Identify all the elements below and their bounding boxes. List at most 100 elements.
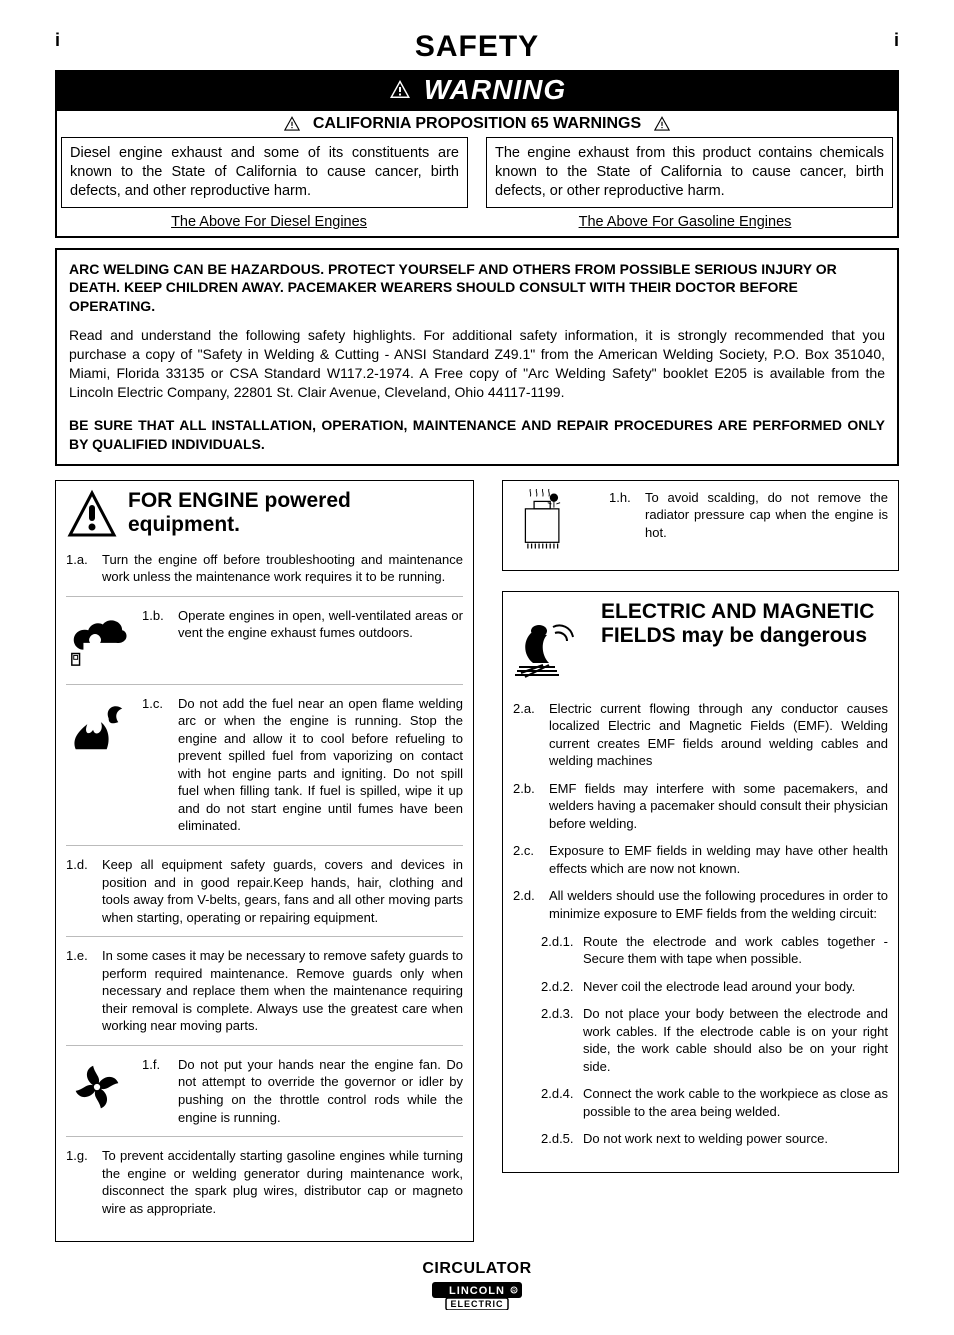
footer-product: CIRCULATOR — [55, 1260, 899, 1278]
item-text: EMF fields may interfere with some pacem… — [549, 780, 888, 833]
flame-icon — [66, 695, 128, 757]
item-text: Do not add the fuel near an open flame w… — [178, 695, 463, 835]
brand-bottom: ELECTRIC — [451, 1299, 504, 1309]
page: i SAFETY i WARNING CALIFORNIA PROPOSITIO… — [0, 0, 954, 1335]
item-number: 2.c. — [513, 842, 549, 877]
page-marker-right: i — [894, 30, 899, 51]
warning-triangle-icon — [388, 78, 412, 102]
engine-item-1g: 1.g. To prevent accidentally starting ga… — [66, 1147, 463, 1217]
item-number: 1.d. — [66, 856, 102, 926]
item-number: 2.d.3. — [541, 1005, 583, 1075]
item-number: 1.b. — [142, 607, 178, 674]
cal-prop-title-row: CALIFORNIA PROPOSITION 65 WARNINGS — [57, 110, 897, 137]
engine-item-1c: 1.c. Do not add the fuel near an open fl… — [66, 695, 463, 835]
item-text: Operate engines in open, well-ventilated… — [178, 607, 463, 674]
item-number: 1.g. — [66, 1147, 102, 1217]
engine-section-1h: 1.h. To avoid scalding, do not remove th… — [502, 480, 899, 571]
engine-item-1f: 1.f. Do not put your hands near the engi… — [66, 1056, 463, 1126]
engine-item-1a: 1.a. Turn the engine off before troubles… — [66, 551, 463, 586]
prop65-boxes: Diesel engine exhaust and some of its co… — [57, 137, 897, 212]
item-text: Do not work next to welding power source… — [583, 1130, 888, 1148]
emf-item-2b: 2.b. EMF fields may interfere with some … — [513, 780, 888, 833]
warning-bar: WARNING — [57, 72, 897, 110]
item-text: Exposure to EMF fields in welding may ha… — [549, 842, 888, 877]
item-number: 2.d. — [513, 887, 549, 922]
item-text: To prevent accidentally starting gasolin… — [102, 1147, 463, 1217]
item-text: Do not put your hands near the engine fa… — [178, 1056, 463, 1126]
item-number: 1.h. — [609, 489, 645, 556]
svg-text:R: R — [512, 1289, 516, 1295]
emf-section: ELECTRIC AND MAGNETIC FIELDS may be dang… — [502, 591, 899, 1173]
item-text: In some cases it may be necessary to rem… — [102, 947, 463, 1035]
divider — [66, 845, 463, 846]
diesel-label: The Above For Diesel Engines — [61, 214, 477, 230]
item-number: 2.d.2. — [541, 978, 583, 996]
exhaust-fumes-icon — [66, 607, 128, 669]
divider — [66, 1136, 463, 1137]
caution-triangle-icon — [66, 489, 118, 541]
divider — [66, 936, 463, 937]
divider — [66, 1045, 463, 1046]
item-number: 1.c. — [142, 695, 178, 835]
emf-item-2d: 2.d. All welders should use the followin… — [513, 887, 888, 922]
item-text: Connect the work cable to the workpiece … — [583, 1085, 888, 1120]
emf-item-2d1: 2.d.1. Route the electrode and work cabl… — [513, 933, 888, 968]
cal-prop-title: CALIFORNIA PROPOSITION 65 WARNINGS — [313, 115, 641, 133]
page-header: i SAFETY i — [55, 30, 899, 64]
emf-item-2d2: 2.d.2. Never coil the electrode lead aro… — [513, 978, 888, 996]
emf-item-2c: 2.c. Exposure to EMF fields in welding m… — [513, 842, 888, 877]
emf-item-2a: 2.a. Electric current flowing through an… — [513, 700, 888, 770]
engine-item-1d: 1.d. Keep all equipment safety guards, c… — [66, 856, 463, 926]
gasoline-label: The Above For Gasoline Engines — [477, 214, 893, 230]
radiator-hot-icon — [513, 489, 575, 551]
item-text: To avoid scalding, do not remove the rad… — [645, 489, 888, 556]
warning-label: WARNING — [424, 74, 566, 106]
item-text: Route the electrode and work cables toge… — [583, 933, 888, 968]
content-columns: FOR ENGINE powered equipment. 1.a. Turn … — [55, 480, 899, 1243]
page-footer: CIRCULATOR LINCOLN R ELECTRIC — [55, 1260, 899, 1315]
engine-item-1h: 1.h. To avoid scalding, do not remove th… — [513, 489, 888, 556]
page-title: SAFETY — [415, 30, 539, 63]
item-text: Turn the engine off before troubleshooti… — [102, 551, 463, 586]
emf-item-2d3: 2.d.3. Do not place your body between th… — [513, 1005, 888, 1075]
item-text: Never coil the electrode lead around you… — [583, 978, 888, 996]
lincoln-electric-logo: LINCOLN R ELECTRIC — [55, 1282, 899, 1315]
item-number: 1.e. — [66, 947, 102, 1035]
item-text: Electric current flowing through any con… — [549, 700, 888, 770]
item-text: Keep all equipment safety guards, covers… — [102, 856, 463, 926]
item-number: 2.d.5. — [541, 1130, 583, 1148]
engine-section: FOR ENGINE powered equipment. 1.a. Turn … — [55, 480, 474, 1243]
divider — [66, 596, 463, 597]
prop65-labels: The Above For Diesel Engines The Above F… — [57, 212, 897, 236]
emf-item-2d5: 2.d.5. Do not work next to welding power… — [513, 1130, 888, 1148]
emf-section-title: ELECTRIC AND MAGNETIC FIELDS may be dang… — [601, 600, 888, 648]
warning-triangle-icon — [283, 115, 301, 133]
item-number: 2.a. — [513, 700, 549, 770]
page-marker-left: i — [55, 30, 60, 51]
engine-section-header: FOR ENGINE powered equipment. — [66, 489, 463, 541]
emf-section-header: ELECTRIC AND MAGNETIC FIELDS may be dang… — [513, 600, 888, 690]
fan-hand-icon — [66, 1056, 128, 1118]
item-text: All welders should use the following pro… — [549, 887, 888, 922]
item-number: 2.b. — [513, 780, 549, 833]
engine-item-1e: 1.e. In some cases it may be necessary t… — [66, 947, 463, 1035]
item-text: Do not place your body between the elect… — [583, 1005, 888, 1075]
item-number: 2.d.1. — [541, 933, 583, 968]
brand-top: LINCOLN — [449, 1285, 505, 1297]
diesel-warning-box: Diesel engine exhaust and some of its co… — [61, 137, 468, 208]
item-number: 2.d.4. — [541, 1085, 583, 1120]
divider — [66, 684, 463, 685]
hazard-bold-2: BE SURE THAT ALL INSTALLATION, OPERATION… — [69, 416, 885, 454]
item-number: 1.a. — [66, 551, 102, 586]
right-column: 1.h. To avoid scalding, do not remove th… — [502, 480, 899, 1243]
hazard-box: ARC WELDING CAN BE HAZARDOUS. PROTECT YO… — [55, 248, 899, 466]
hazard-read: Read and understand the following safety… — [69, 326, 885, 402]
emf-field-icon — [513, 600, 591, 690]
hazard-bold-1: ARC WELDING CAN BE HAZARDOUS. PROTECT YO… — [69, 260, 885, 317]
emf-item-2d4: 2.d.4. Connect the work cable to the wor… — [513, 1085, 888, 1120]
engine-section-title: FOR ENGINE powered equipment. — [128, 489, 463, 537]
engine-item-1b: 1.b. Operate engines in open, well-venti… — [66, 607, 463, 674]
warning-triangle-icon — [653, 115, 671, 133]
warning-box: WARNING CALIFORNIA PROPOSITION 65 WARNIN… — [55, 70, 899, 238]
item-number: 1.f. — [142, 1056, 178, 1126]
